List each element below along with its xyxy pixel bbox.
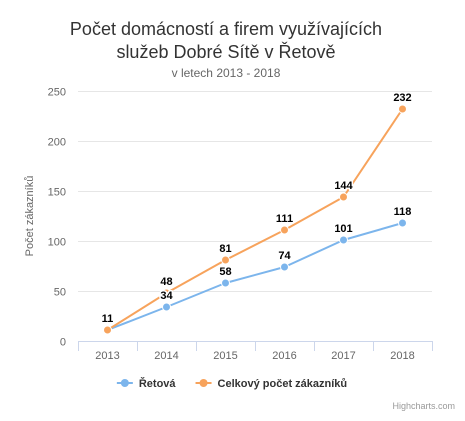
data-point[interactable]	[280, 225, 289, 235]
data-point[interactable]	[398, 218, 407, 228]
x-tick-label: 2013	[95, 350, 119, 362]
data-label: 74	[278, 250, 291, 262]
data-labels: 11 34 58 74 101 118 48 81 111 144 232	[100, 91, 413, 327]
x-tick-label: 2015	[213, 350, 237, 362]
data-point[interactable]	[162, 302, 171, 312]
data-label: 11	[102, 313, 114, 325]
x-tick-label: 2018	[390, 350, 414, 362]
chart-title-line-1: Počet domácností a firem využívajících	[70, 19, 382, 39]
y-tick-label: 100	[48, 237, 66, 249]
chart-subtitle: v letech 2013 - 2018	[172, 66, 281, 80]
data-label: 48	[160, 276, 172, 288]
legend-item-label: Řetová	[139, 377, 177, 390]
x-axis-ticks: 2013 2014 2015 2016 2017 2018	[95, 350, 414, 362]
y-axis-ticks: 0 50 100 150 200 250	[48, 87, 66, 349]
data-point[interactable]	[339, 192, 348, 202]
data-label: 111	[276, 213, 293, 225]
data-point[interactable]	[221, 278, 230, 288]
data-label: 232	[393, 92, 411, 104]
data-label: 81	[219, 243, 231, 255]
y-tick-label: 150	[48, 187, 66, 199]
data-point[interactable]	[280, 262, 289, 272]
x-tick-label: 2016	[272, 350, 296, 362]
data-point[interactable]	[103, 325, 112, 335]
x-axis	[78, 341, 433, 351]
legend-item-label: Celkový počet zákazníků	[218, 378, 348, 390]
gridlines	[78, 91, 432, 292]
data-label: 101	[334, 223, 352, 235]
data-point[interactable]	[162, 288, 171, 298]
y-axis-title: Počet zákazníků	[24, 176, 36, 257]
data-point[interactable]	[339, 235, 348, 245]
data-point[interactable]	[221, 255, 230, 265]
legend-item[interactable]: Řetová	[116, 377, 177, 390]
data-label: 58	[219, 266, 231, 278]
credits-link[interactable]: Highcharts.com	[392, 401, 455, 411]
legend[interactable]: Řetová Celkový počet zákazníků	[116, 377, 348, 390]
data-label: 144	[334, 180, 353, 192]
y-tick-label: 250	[48, 87, 66, 99]
y-tick-label: 50	[54, 287, 66, 299]
y-tick-label: 0	[60, 337, 66, 349]
data-point[interactable]	[398, 104, 407, 114]
data-label: 118	[394, 206, 412, 218]
y-tick-label: 200	[48, 137, 66, 149]
chart-title-line-2: služeb Dobré Sítě v Řetově	[116, 42, 335, 62]
chart-title: Počet domácností a firem využívajících s…	[70, 19, 382, 62]
x-tick-label: 2014	[154, 350, 178, 362]
series-line[interactable]	[106, 222, 404, 331]
legend-marker-icon	[120, 379, 129, 387]
series	[103, 104, 407, 335]
x-tick-label: 2017	[331, 350, 355, 362]
data-label: 34	[160, 290, 173, 302]
legend-marker-icon	[199, 379, 208, 387]
legend-item[interactable]: Celkový počet zákazníků	[195, 378, 348, 390]
series-line[interactable]	[106, 108, 404, 331]
